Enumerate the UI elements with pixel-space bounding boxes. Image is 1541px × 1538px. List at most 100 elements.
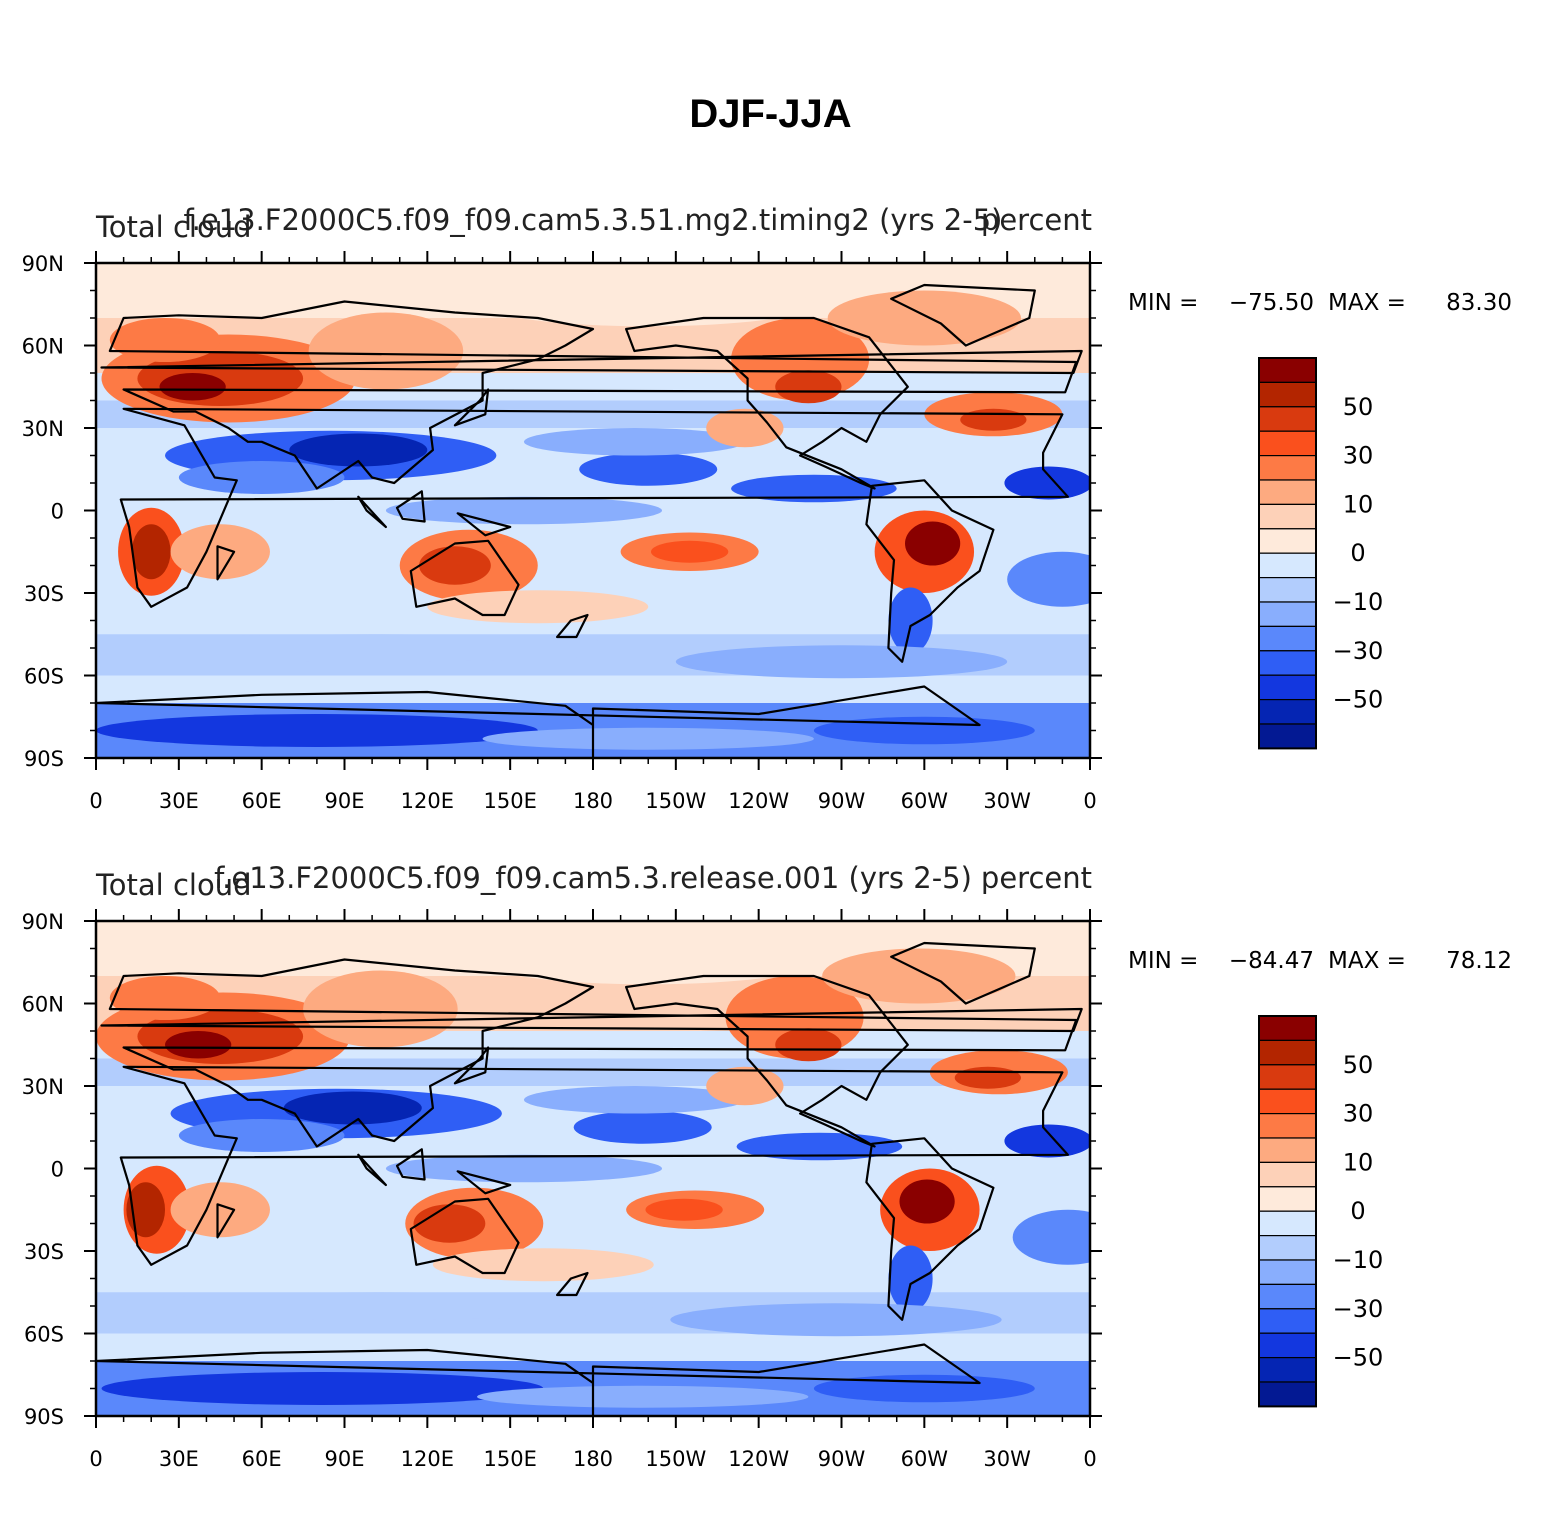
x-tick-label: 30W [983, 789, 1031, 813]
field-contour [675, 645, 1008, 679]
colorbar-swatch [1258, 1088, 1317, 1115]
colorbar-swatch [1258, 406, 1317, 432]
field-contour [419, 546, 491, 585]
colorbar-swatch [1258, 381, 1317, 408]
right-string: percent [981, 861, 1092, 895]
colorbar-label: −10 [1333, 588, 1384, 616]
y-tick-label: 60N [22, 993, 64, 1017]
plot-panel-2: 0 30E 60E 90E 120E 150E 180 150W 120W 90W 60W 30W 0 9… [22, 861, 1512, 1471]
colorbar-swatch [1258, 1234, 1317, 1261]
field-contour [427, 590, 649, 624]
y-tick-label: 0 [51, 1158, 64, 1182]
coastline [119, 1065, 1070, 1266]
colorbar-label: −50 [1333, 1344, 1384, 1372]
field-contour [822, 948, 1016, 1004]
colorbar-label: 0 [1350, 539, 1365, 567]
field-contour [905, 521, 961, 566]
x-tick-label: 90E [325, 1447, 365, 1471]
colorbar: 50 30 10 0 −10 −30 −50 [1258, 357, 1384, 750]
field-contour [1004, 1124, 1090, 1158]
colorbar-label: 50 [1343, 1051, 1374, 1079]
x-tick-label: 90W [818, 789, 866, 813]
y-tick-label: 60S [24, 665, 64, 689]
colorbar-label: 0 [1350, 1197, 1365, 1225]
field-contour [170, 524, 270, 580]
coastline [453, 1046, 490, 1085]
field-contour [303, 970, 458, 1048]
max-value: 78.12 [1446, 948, 1512, 974]
x-tick-label: 150W [645, 1447, 706, 1471]
max-label: MAX = [1328, 290, 1406, 316]
x-tick-label: 180 [573, 789, 613, 813]
colorbar-swatch [1258, 357, 1317, 383]
field-contour [813, 1374, 1035, 1403]
field-contour [573, 1110, 712, 1144]
coastline [357, 495, 387, 529]
min-value: −75.50 [1229, 290, 1314, 316]
colorbar-swatch [1258, 625, 1317, 652]
field-contour [1004, 466, 1090, 500]
coastline [119, 407, 1070, 608]
x-tick-label: 120W [728, 1447, 789, 1471]
colorbar-swatch [1258, 674, 1317, 701]
x-tick-label: 60E [242, 1447, 282, 1471]
min-label: MIN = [1128, 290, 1198, 316]
colorbar-label: −50 [1333, 686, 1384, 714]
colorbar-swatch [1258, 1210, 1317, 1237]
coastline [409, 1197, 520, 1275]
x-tick-label: 0 [1083, 1447, 1096, 1471]
field-contour [645, 1198, 723, 1221]
coastline [865, 479, 995, 663]
x-tick-label: 120E [401, 789, 454, 813]
field-contour [775, 370, 842, 404]
field-contour [888, 1245, 933, 1312]
field-contour [960, 408, 1027, 431]
colorbar-label: 10 [1343, 1148, 1374, 1176]
colorbar-swatch [1258, 1186, 1317, 1212]
x-tick-label: 90W [818, 1447, 866, 1471]
colorbar-label: −30 [1333, 1295, 1384, 1323]
colorbar-swatch [1258, 1039, 1317, 1066]
panel-title: f.e13.F2000C5.f09_f09.cam5.3.51.mg2.timi… [184, 203, 1003, 237]
x-tick-label: 150E [483, 789, 536, 813]
field-contour [96, 634, 649, 662]
y-tick-label: 30S [24, 582, 64, 606]
coastline [96, 1343, 981, 1416]
field-contour [101, 1292, 654, 1320]
colorbar-swatch [1258, 650, 1317, 676]
colorbar-label: 10 [1343, 490, 1374, 518]
colorbar-swatch [1258, 1112, 1317, 1139]
x-tick-label: 0 [89, 789, 102, 813]
field-contour [385, 1154, 663, 1183]
colorbar-swatch [1258, 1356, 1317, 1383]
y-tick-label: 30N [22, 1075, 64, 1099]
field-contour [650, 540, 729, 563]
colorbar-swatch [1258, 1161, 1317, 1188]
x-tick-label: 180 [573, 1447, 613, 1471]
field-contour [178, 1119, 345, 1152]
field-contour [482, 727, 814, 750]
coastline [890, 941, 1036, 1005]
colorbar-swatch [1258, 698, 1317, 725]
coastline [216, 545, 236, 581]
colorbar-label: 50 [1343, 393, 1374, 421]
field-contour [482, 282, 814, 327]
coastline [395, 490, 426, 523]
field-contour [289, 433, 428, 467]
plot-panel-1: 0 30E 60E 90E 120E 150E 180 150W 120W 90W 60W 30W 0 9… [22, 203, 1512, 813]
x-tick-label: 60E [242, 789, 282, 813]
coastline [456, 1170, 512, 1195]
coastline [453, 388, 490, 427]
x-tick-label: 30E [159, 1447, 199, 1471]
colorbar-frame [1258, 357, 1317, 750]
max-label: MAX = [1328, 948, 1406, 974]
plot-area [96, 263, 1090, 758]
field-contour [827, 290, 1021, 346]
x-tick-label: 150W [645, 789, 706, 813]
field-contour [1007, 551, 1090, 607]
colorbar-label: −10 [1333, 1246, 1384, 1274]
min-label: MIN = [1128, 948, 1198, 974]
x-tick-label: 120W [728, 789, 789, 813]
colorbar-swatch [1258, 601, 1317, 627]
field-contour [670, 1303, 1002, 1337]
